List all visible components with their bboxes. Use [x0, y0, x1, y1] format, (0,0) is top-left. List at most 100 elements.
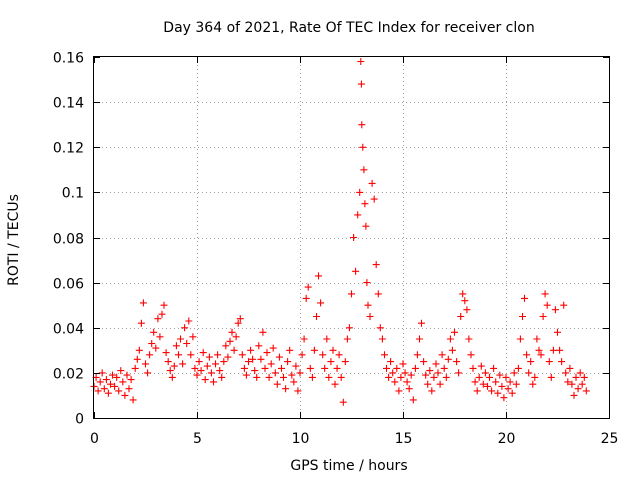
data-point: [471, 378, 479, 386]
data-point: [304, 283, 312, 291]
data-point: [306, 364, 314, 372]
data-point: [357, 58, 365, 65]
data-point: [183, 340, 191, 347]
data-point: [203, 362, 211, 370]
data-point: [401, 369, 409, 377]
data-point: [170, 362, 178, 370]
data-point: [436, 380, 444, 388]
tick-labels: 0 0.02 0.04 0.06 0.08 0.1 0.12 0.14 0.16 0 5 10 15 20…: [53, 51, 619, 448]
data-point: [255, 342, 263, 350]
data-point: [125, 385, 133, 393]
data-point: [199, 349, 207, 357]
data-point: [551, 306, 559, 314]
data-point: [212, 360, 219, 368]
data-point: [162, 349, 170, 357]
x-tick-label: 25: [601, 431, 619, 447]
data-point: [420, 358, 428, 366]
data-point: [434, 369, 442, 377]
data-point: [352, 267, 360, 275]
data-point: [195, 358, 203, 366]
data-point: [512, 380, 520, 388]
data-point: [321, 364, 329, 372]
chart-title: Day 364 of 2021, Rate Of TEC Index for r…: [163, 20, 534, 36]
data-point: [127, 376, 135, 384]
data-point: [519, 313, 526, 320]
data-point: [228, 328, 236, 336]
x-axis-label: GPS time / hours: [290, 458, 407, 474]
data-point: [547, 373, 555, 381]
data-point: [341, 358, 349, 366]
data-point: [387, 358, 395, 366]
data-point: [329, 346, 337, 354]
data-point: [166, 367, 174, 375]
data-point: [570, 391, 578, 399]
data-point: [247, 346, 255, 354]
data-point: [327, 358, 335, 366]
data-point: [541, 290, 549, 298]
data-point: [172, 342, 180, 350]
data-point: [459, 290, 467, 298]
x-tick-label: 15: [395, 431, 413, 447]
data-point: [133, 355, 141, 363]
data-point: [486, 373, 493, 381]
data-point: [240, 364, 248, 372]
data-point: [525, 369, 533, 377]
data-point: [261, 364, 269, 372]
data-point: [251, 367, 259, 375]
data-point: [442, 373, 450, 381]
data-point: [440, 364, 448, 372]
data-point: [201, 376, 209, 384]
data-point: [403, 378, 411, 386]
y-tick-label: 0.08: [53, 232, 84, 248]
data-point: [234, 319, 242, 327]
plot-frame: [93, 56, 610, 419]
data-point: [98, 369, 106, 377]
data-point: [426, 367, 434, 375]
data-point: [504, 385, 512, 393]
y-tick-label: 0.14: [53, 96, 84, 112]
data-point: [278, 364, 285, 372]
data-point: [282, 385, 290, 393]
data-point: [383, 364, 390, 372]
data-point: [263, 349, 271, 357]
data-point: [286, 346, 294, 354]
data-point: [543, 301, 551, 309]
y-tick-label: 0.12: [53, 141, 84, 157]
data-point: [393, 364, 401, 372]
data-point: [296, 369, 304, 377]
data-point: [335, 351, 343, 359]
data-point: [381, 351, 388, 359]
data-point: [568, 380, 576, 388]
data-point: [533, 335, 541, 343]
data-point: [366, 313, 374, 320]
data-point: [350, 234, 358, 241]
data-point: [177, 335, 184, 343]
data-point: [477, 362, 485, 370]
data-point: [359, 143, 367, 151]
data-point: [354, 211, 362, 219]
data-point: [337, 373, 345, 381]
data-point: [475, 373, 483, 381]
data-point: [313, 313, 320, 320]
data-point: [214, 351, 222, 359]
data-point: [358, 121, 366, 129]
data-point: [135, 346, 143, 354]
data-point: [343, 335, 351, 343]
data-point: [139, 299, 147, 307]
data-point: [187, 351, 195, 359]
data-point: [372, 261, 380, 269]
data-point: [319, 351, 327, 359]
data-point: [259, 328, 267, 336]
data-point: [113, 373, 121, 381]
data-point: [463, 306, 471, 314]
data-point: [457, 313, 465, 320]
data-point: [207, 369, 215, 377]
data-point: [506, 378, 514, 386]
data-point: [481, 369, 489, 377]
axis-ticks: [94, 57, 610, 419]
data-point: [455, 369, 463, 377]
data-point: [531, 373, 539, 381]
data-point: [333, 364, 341, 372]
data-point: [185, 317, 193, 325]
data-point: [578, 380, 586, 388]
